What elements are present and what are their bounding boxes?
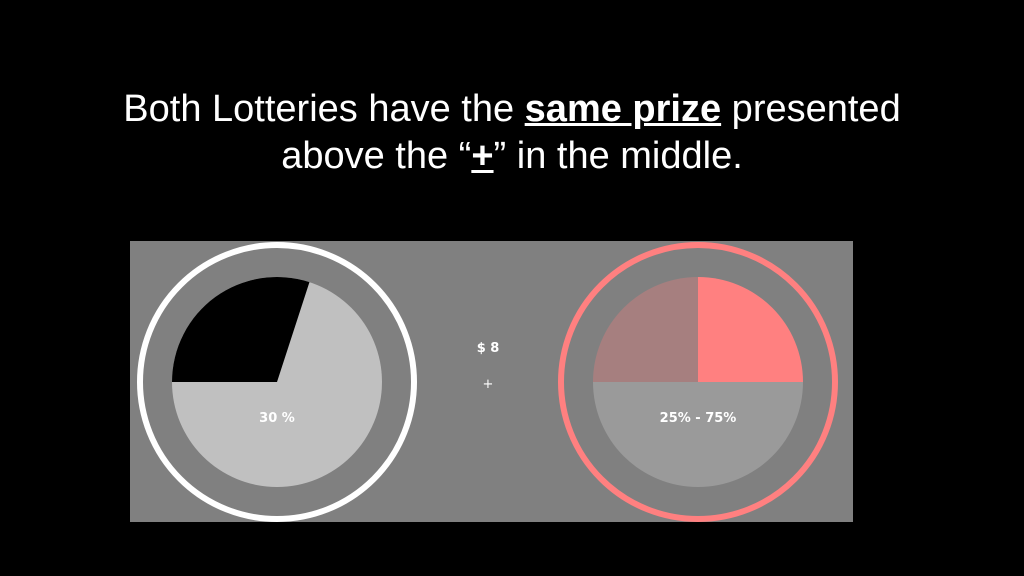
- title-text: presented: [721, 88, 901, 130]
- right-lottery-lose-half: [593, 382, 803, 487]
- title-text: above the “: [281, 135, 472, 177]
- title-text: Both Lotteries have the: [123, 88, 525, 130]
- title-emphasis-same-prize: same prize: [524, 88, 722, 130]
- right-lottery-probability-label: 25% - 75%: [660, 411, 737, 426]
- prize-amount-label: $ 8: [477, 341, 500, 356]
- right-lottery-ring: [558, 242, 838, 522]
- title-line-2: above the “+” in the middle.: [0, 133, 1024, 180]
- lottery-canvas: 30 % $ 8 + 25% - 75%: [137, 242, 838, 522]
- left-lottery: 30 %: [137, 242, 417, 522]
- title-text: ” in the middle.: [493, 135, 743, 177]
- left-lottery-win-wedge: [172, 276, 310, 382]
- title-emphasis-plus: +: [471, 135, 494, 177]
- fixation-cross: +: [483, 377, 494, 392]
- left-lottery-probability-label: 30 %: [259, 411, 295, 426]
- right-lottery: 25% - 75%: [558, 242, 838, 522]
- right-lottery-sure-win-quadrant: [698, 277, 803, 382]
- right-lottery-ambiguous-quadrant: [593, 277, 698, 382]
- slide-title: Both Lotteries have the same prize prese…: [0, 86, 1024, 180]
- title-line-1: Both Lotteries have the same prize prese…: [0, 86, 1024, 133]
- lottery-stage: 30 % $ 8 + 25% - 75%: [130, 241, 853, 522]
- left-lottery-ring: [137, 242, 417, 522]
